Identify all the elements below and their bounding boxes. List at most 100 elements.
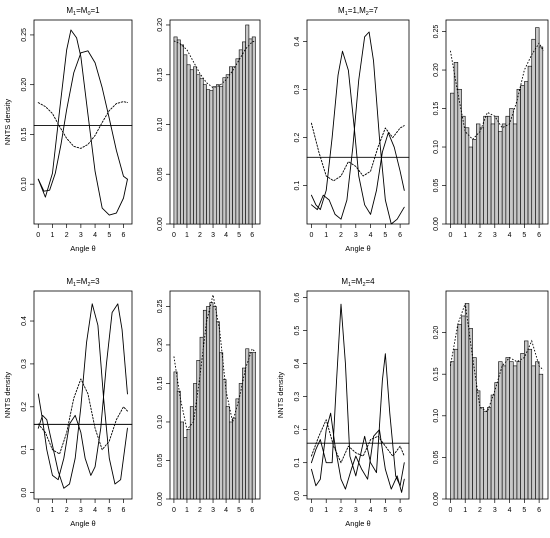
title-text: M — [66, 6, 73, 15]
histogram-bar — [176, 390, 181, 500]
histogram-bar — [199, 78, 204, 225]
histogram-bar — [505, 115, 510, 225]
title-text: =M — [76, 6, 88, 15]
histogram-bar — [509, 361, 514, 500]
histogram-bar — [180, 44, 184, 225]
histogram-bar — [248, 38, 253, 225]
panel-2: 0 1 2 3 4 5 6 0.00 0.05 0.10 0.15 0.20 — [157, 18, 261, 239]
dotted-density-curve — [449, 303, 544, 413]
y-tick-label: 0.4 — [294, 359, 301, 369]
histogram-bar — [222, 77, 227, 225]
y-tick-label: 0.10 — [21, 177, 28, 191]
x-axis-label: Angle θ — [70, 244, 95, 253]
x-tick-label: 0 — [172, 232, 176, 239]
dotted-density-curve — [37, 101, 128, 149]
title-text: =4 — [366, 277, 376, 286]
dotted-density-curve — [310, 419, 405, 464]
x-tick-label: 3 — [211, 507, 215, 514]
histogram-bar — [196, 74, 201, 225]
histogram-bar — [512, 123, 518, 225]
plot-frame — [306, 19, 410, 225]
title-subscript: 2 — [366, 11, 369, 17]
y-axis-label: NNTS density — [3, 372, 12, 419]
x-tick-label: 6 — [122, 507, 126, 514]
title-text: M — [341, 277, 348, 286]
solid-density-curve — [310, 50, 405, 215]
x-tick-label: 1 — [324, 507, 328, 514]
y-tick-label: 0.05 — [157, 454, 164, 468]
x-tick-label: 3 — [79, 507, 83, 514]
histogram-bar — [531, 38, 536, 225]
histogram-bar — [535, 27, 540, 225]
y-tick-label: 0.00 — [433, 492, 440, 506]
x-tick-label: 2 — [198, 507, 202, 514]
y-tick-label: 0.10 — [157, 415, 164, 429]
y-axis-label: NNTS density — [276, 372, 285, 419]
histogram-bar — [461, 315, 466, 500]
x-tick-label: 1 — [51, 232, 55, 239]
panel-title: M1=M0=1 — [66, 6, 100, 17]
x-tick-label: 5 — [237, 232, 241, 239]
x-tick-label: 2 — [339, 232, 343, 239]
y-tick-label: 0.25 — [21, 28, 28, 42]
x-tick-label: 6 — [537, 507, 541, 514]
x-tick-label: 0 — [309, 507, 313, 514]
title-subscript: 1 — [73, 282, 76, 288]
y-tick-label: 0.15 — [157, 377, 164, 391]
y-tick-label: 0.0 — [294, 491, 301, 501]
histogram-bar — [483, 115, 488, 225]
histogram-bar — [450, 92, 455, 225]
x-tick-label: 5 — [107, 507, 111, 514]
panel-6: 0 1 2 3 4 5 6 0.00 0.05 0.10 0.15 0.20 0.25 — [157, 290, 261, 514]
dotted-density-curve — [310, 122, 405, 182]
title-text: M — [66, 277, 73, 286]
histogram-bar — [479, 127, 484, 225]
y-tick-label: 0.20 — [433, 63, 440, 77]
y-tick-label: 0.25 — [157, 299, 164, 313]
histogram-bar — [242, 41, 246, 225]
histogram-bar — [251, 352, 256, 500]
x-tick-label: 1 — [324, 232, 328, 239]
histogram-bar — [524, 81, 529, 225]
title-text: =7 — [369, 6, 379, 15]
x-tick-label: 4 — [224, 232, 228, 239]
x-tick-label: 1 — [463, 507, 467, 514]
x-tick-label: 0 — [36, 507, 40, 514]
histogram-bar — [527, 65, 533, 225]
histogram-bar — [245, 348, 250, 500]
y-tick-label: 0.15 — [21, 128, 28, 142]
histogram-bar — [490, 394, 496, 500]
y-tick-label: 0.10 — [433, 140, 440, 154]
y-tick-label: 0.15 — [157, 68, 164, 82]
histogram-bar — [176, 39, 181, 225]
x-tick-label: 4 — [224, 507, 228, 514]
histogram-bar — [206, 306, 211, 500]
title-subscript: 1 — [73, 11, 76, 17]
y-tick-label: 0.1 — [294, 458, 301, 468]
x-tick-label: 4 — [369, 507, 373, 514]
panel-8: 0 1 2 3 4 5 6 0.00 0.05 0.10 0.15 0.20 — [433, 290, 549, 514]
x-tick-label: 6 — [250, 507, 254, 514]
x-tick-label: 0 — [448, 507, 452, 514]
y-tick-label: 0.15 — [433, 367, 440, 381]
histogram-bar — [509, 108, 514, 225]
histogram-bar — [235, 58, 240, 225]
histogram-bar — [457, 323, 462, 500]
histogram-bar — [238, 49, 243, 225]
solid-density-curve — [310, 412, 405, 493]
x-tick-label: 1 — [463, 232, 467, 239]
title-subscript: 0 — [87, 11, 90, 17]
dotted-density-curve — [173, 40, 256, 89]
x-tick-label: 2 — [65, 232, 69, 239]
y-tick-label: 0.4 — [21, 316, 28, 326]
histogram-bar — [505, 357, 510, 500]
histogram-bar — [245, 24, 250, 225]
y-tick-label: 0.5 — [294, 326, 301, 336]
histogram-bar — [186, 429, 191, 500]
x-tick-label: 0 — [448, 232, 452, 239]
y-tick-label: 0.2 — [21, 402, 28, 412]
panel-1: 0 1 2 3 4 5 6 0.10 0.15 0.20 0.25 Angle θ NNTS densi… — [3, 6, 133, 253]
x-tick-label: 2 — [339, 507, 343, 514]
y-tick-label: 0.25 — [433, 25, 440, 39]
